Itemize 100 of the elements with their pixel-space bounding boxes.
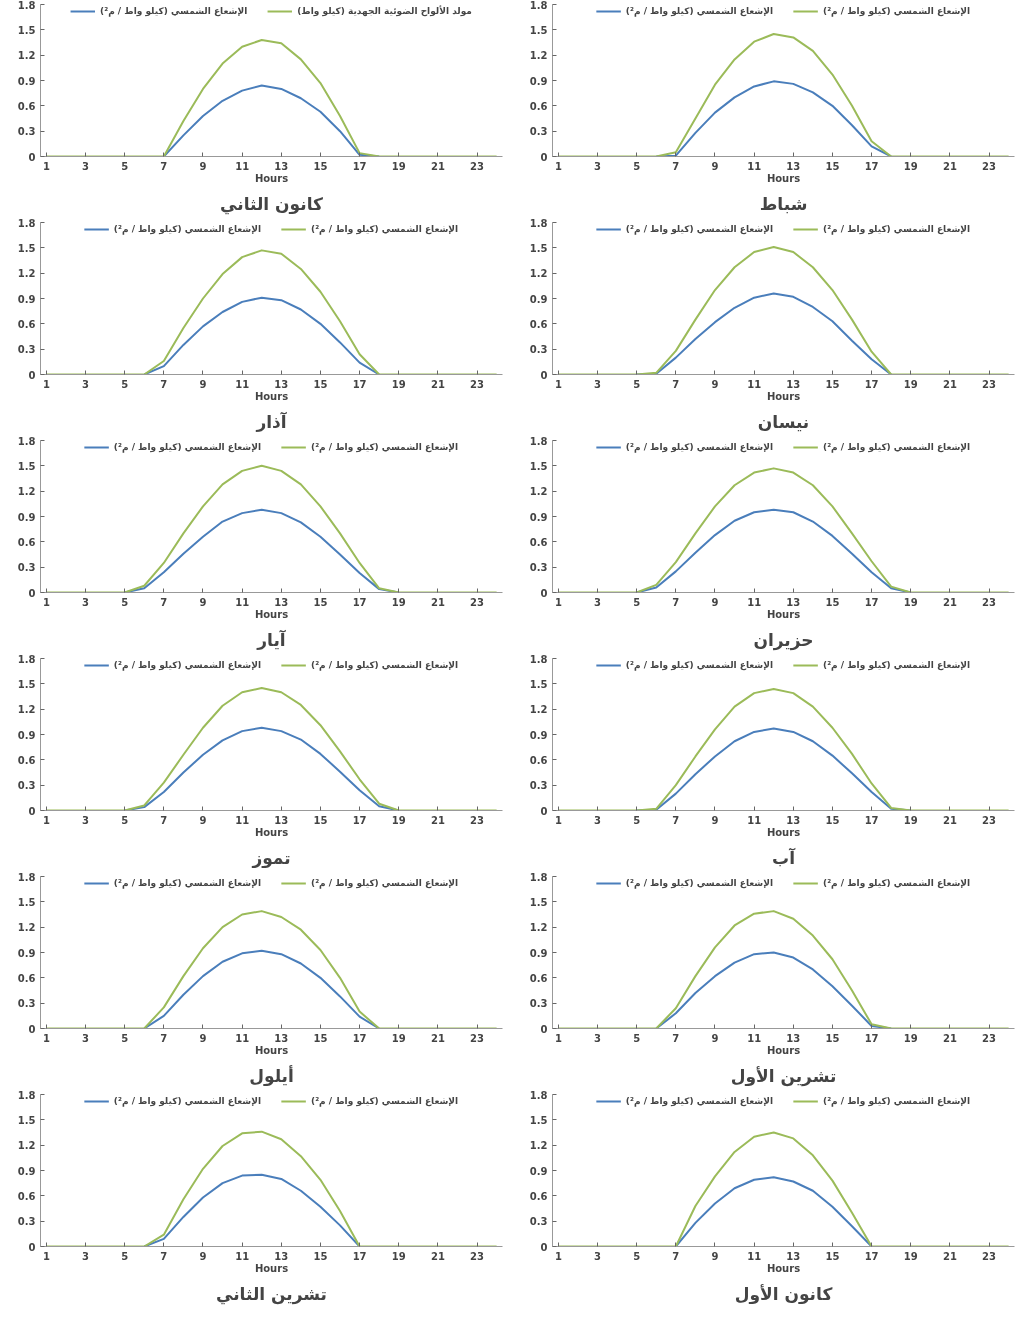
y-tick-label: 0.9 xyxy=(529,293,548,305)
x-tick-label: 11 xyxy=(747,596,762,608)
y-tick-label: 0.6 xyxy=(17,754,36,766)
x-tick-label: 17 xyxy=(864,1250,879,1262)
y-tick-label: 0.3 xyxy=(529,562,548,574)
legend-label: الإشعاع الشمسي (كيلو واط / م²) xyxy=(311,878,459,888)
x-tick-label: 15 xyxy=(825,1032,840,1044)
y-tick-label: 1.8 xyxy=(529,0,548,11)
x-tick-label: 5 xyxy=(121,814,129,826)
y-tick-label: 1.2 xyxy=(529,704,548,716)
y-tick-label: 1.2 xyxy=(529,1140,548,1152)
y-tick-label: 1.5 xyxy=(17,678,36,690)
x-tick-label: 11 xyxy=(747,1250,762,1262)
y-tick-label: 1.8 xyxy=(17,653,36,665)
x-axis-title: Hours xyxy=(254,172,289,184)
y-tick-label: 0 xyxy=(28,1023,36,1035)
legend-label: الإشعاع الشمسي (كيلو واط / م²) xyxy=(113,224,261,234)
text: حزيران xyxy=(753,629,814,651)
x-tick-label: 5 xyxy=(633,596,641,608)
y-tick-label: 1.8 xyxy=(17,217,36,229)
y-tick-label: 1.8 xyxy=(529,871,548,883)
text: تشرين الثاني xyxy=(216,1283,327,1305)
y-tick-label: 1.2 xyxy=(529,268,548,280)
legend-label: الإشعاع الشمسي (كيلو واط / م²) xyxy=(625,442,773,452)
x-tick-label: 7 xyxy=(672,1032,680,1044)
x-tick-label: 15 xyxy=(825,814,840,826)
x-tick-label: 1 xyxy=(554,378,562,390)
x-tick-label: 7 xyxy=(160,596,168,608)
x-tick-label: 23 xyxy=(982,1032,997,1044)
y-tick-label: 0 xyxy=(540,1241,548,1253)
x-tick-label: 21 xyxy=(942,160,957,172)
x-tick-label: 3 xyxy=(82,1032,90,1044)
x-tick-label: 19 xyxy=(391,1032,406,1044)
y-tick-label: 0.3 xyxy=(529,344,548,356)
legend-label: الإشعاع الشمسي (كيلو واط / م²) xyxy=(311,442,459,452)
legend-label: الإشعاع الشمسي (كيلو واط / م²) xyxy=(823,224,971,234)
x-tick-label: 19 xyxy=(903,1032,918,1044)
x-tick-label: 19 xyxy=(391,814,406,826)
y-tick-label: 0.9 xyxy=(17,729,36,741)
x-tick-label: 23 xyxy=(470,378,485,390)
y-tick-label: 1.2 xyxy=(17,486,36,498)
legend-label: الإشعاع الشمسي (كيلو واط / م²) xyxy=(625,660,773,670)
x-tick-label: 15 xyxy=(313,1250,328,1262)
text: أيلول xyxy=(249,1064,294,1087)
x-tick-label: 23 xyxy=(470,1250,485,1262)
x-tick-label: 21 xyxy=(430,814,445,826)
x-tick-label: 21 xyxy=(430,1032,445,1044)
text: آب xyxy=(772,846,797,868)
x-tick-label: 7 xyxy=(672,378,680,390)
x-tick-label: 13 xyxy=(274,1250,289,1262)
y-tick-label: 1.5 xyxy=(529,242,548,254)
legend-label: الإشعاع الشمسي (كيلو واط / م²) xyxy=(311,224,459,234)
x-axis-title: Hours xyxy=(766,390,801,402)
legend-label: الإشعاع الشمسي (كيلو واط / م²) xyxy=(823,660,971,670)
x-tick-label: 15 xyxy=(313,596,328,608)
x-tick-label: 19 xyxy=(391,160,406,172)
y-tick-label: 1.8 xyxy=(529,217,548,229)
x-tick-label: 23 xyxy=(982,160,997,172)
text: آيار xyxy=(256,628,287,650)
x-tick-label: 11 xyxy=(747,160,762,172)
x-tick-label: 3 xyxy=(594,160,602,172)
y-tick-label: 1.5 xyxy=(529,24,548,36)
x-tick-label: 19 xyxy=(903,596,918,608)
y-tick-label: 0 xyxy=(540,1023,548,1035)
x-axis-title: Hours xyxy=(254,826,289,838)
legend-label: الإشعاع الشمسي (كيلو واط / م²) xyxy=(625,6,773,16)
y-tick-label: 0 xyxy=(28,151,36,163)
x-tick-label: 21 xyxy=(430,378,445,390)
x-tick-label: 15 xyxy=(313,160,328,172)
x-tick-label: 7 xyxy=(160,1032,168,1044)
text: شباط xyxy=(759,193,808,214)
y-tick-label: 0 xyxy=(28,1241,36,1253)
y-tick-label: 1.2 xyxy=(529,922,548,934)
y-tick-label: 0 xyxy=(540,151,548,163)
x-tick-label: 17 xyxy=(864,596,879,608)
x-tick-label: 1 xyxy=(554,1032,562,1044)
x-tick-label: 3 xyxy=(594,596,602,608)
x-tick-label: 1 xyxy=(554,596,562,608)
x-tick-label: 3 xyxy=(594,1250,602,1262)
legend-label: الإشعاع الشمسي (كيلو واط / م²) xyxy=(113,878,261,888)
legend-label: الإشعاع الشمسي (كيلو واط / م²) xyxy=(823,6,971,16)
x-tick-label: 13 xyxy=(274,596,289,608)
x-tick-label: 17 xyxy=(352,1250,367,1262)
y-tick-label: 0.9 xyxy=(17,75,36,87)
x-axis-title: Hours xyxy=(766,826,801,838)
x-tick-label: 9 xyxy=(199,160,207,172)
y-tick-label: 0 xyxy=(28,587,36,599)
x-tick-label: 13 xyxy=(786,814,801,826)
y-tick-label: 0 xyxy=(28,369,36,381)
y-tick-label: 0.9 xyxy=(17,511,36,523)
x-tick-label: 23 xyxy=(470,160,485,172)
x-tick-label: 13 xyxy=(274,160,289,172)
x-tick-label: 23 xyxy=(982,378,997,390)
x-tick-label: 17 xyxy=(352,596,367,608)
legend-label: الإشعاع الشمسي (كيلو واط / م²) xyxy=(625,1096,773,1106)
x-axis-title: Hours xyxy=(766,1044,801,1056)
x-axis-title: Hours xyxy=(766,172,801,184)
y-tick-label: 0.6 xyxy=(529,318,548,330)
line-series xyxy=(674,1176,873,1247)
y-tick-label: 1.8 xyxy=(529,653,548,665)
